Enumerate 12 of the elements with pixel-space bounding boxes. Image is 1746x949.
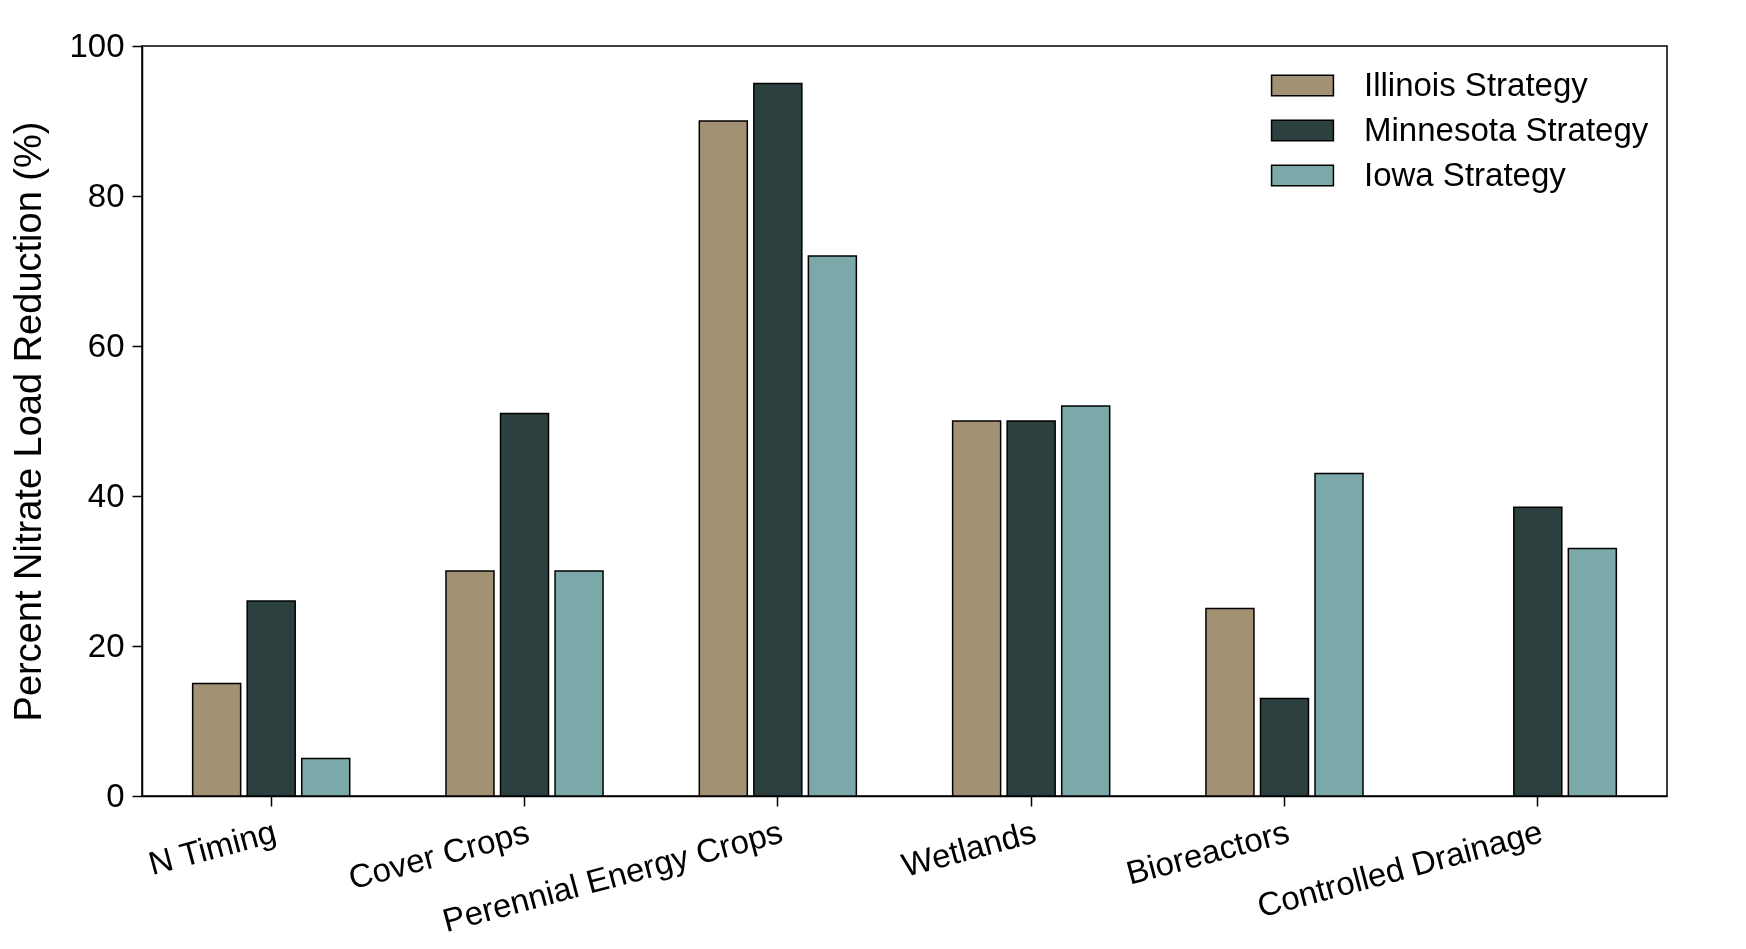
- y-axis-title: Percent Nitrate Load Reduction (%): [7, 121, 50, 722]
- y-tick-label: 40: [87, 476, 125, 514]
- y-tick-label: 100: [69, 26, 125, 64]
- legend-label: Iowa Strategy: [1364, 155, 1567, 193]
- legend-label: Illinois Strategy: [1364, 65, 1589, 103]
- y-tick-label: 0: [106, 776, 125, 814]
- x-tick-label: Wetlands: [897, 812, 1040, 884]
- x-tick-label: N Timing: [144, 812, 280, 883]
- y-tick-label: 20: [87, 626, 125, 664]
- legend-label: Minnesota Strategy: [1364, 110, 1649, 148]
- y-tick-label: 80: [87, 176, 125, 214]
- y-tick-label: 60: [87, 326, 125, 364]
